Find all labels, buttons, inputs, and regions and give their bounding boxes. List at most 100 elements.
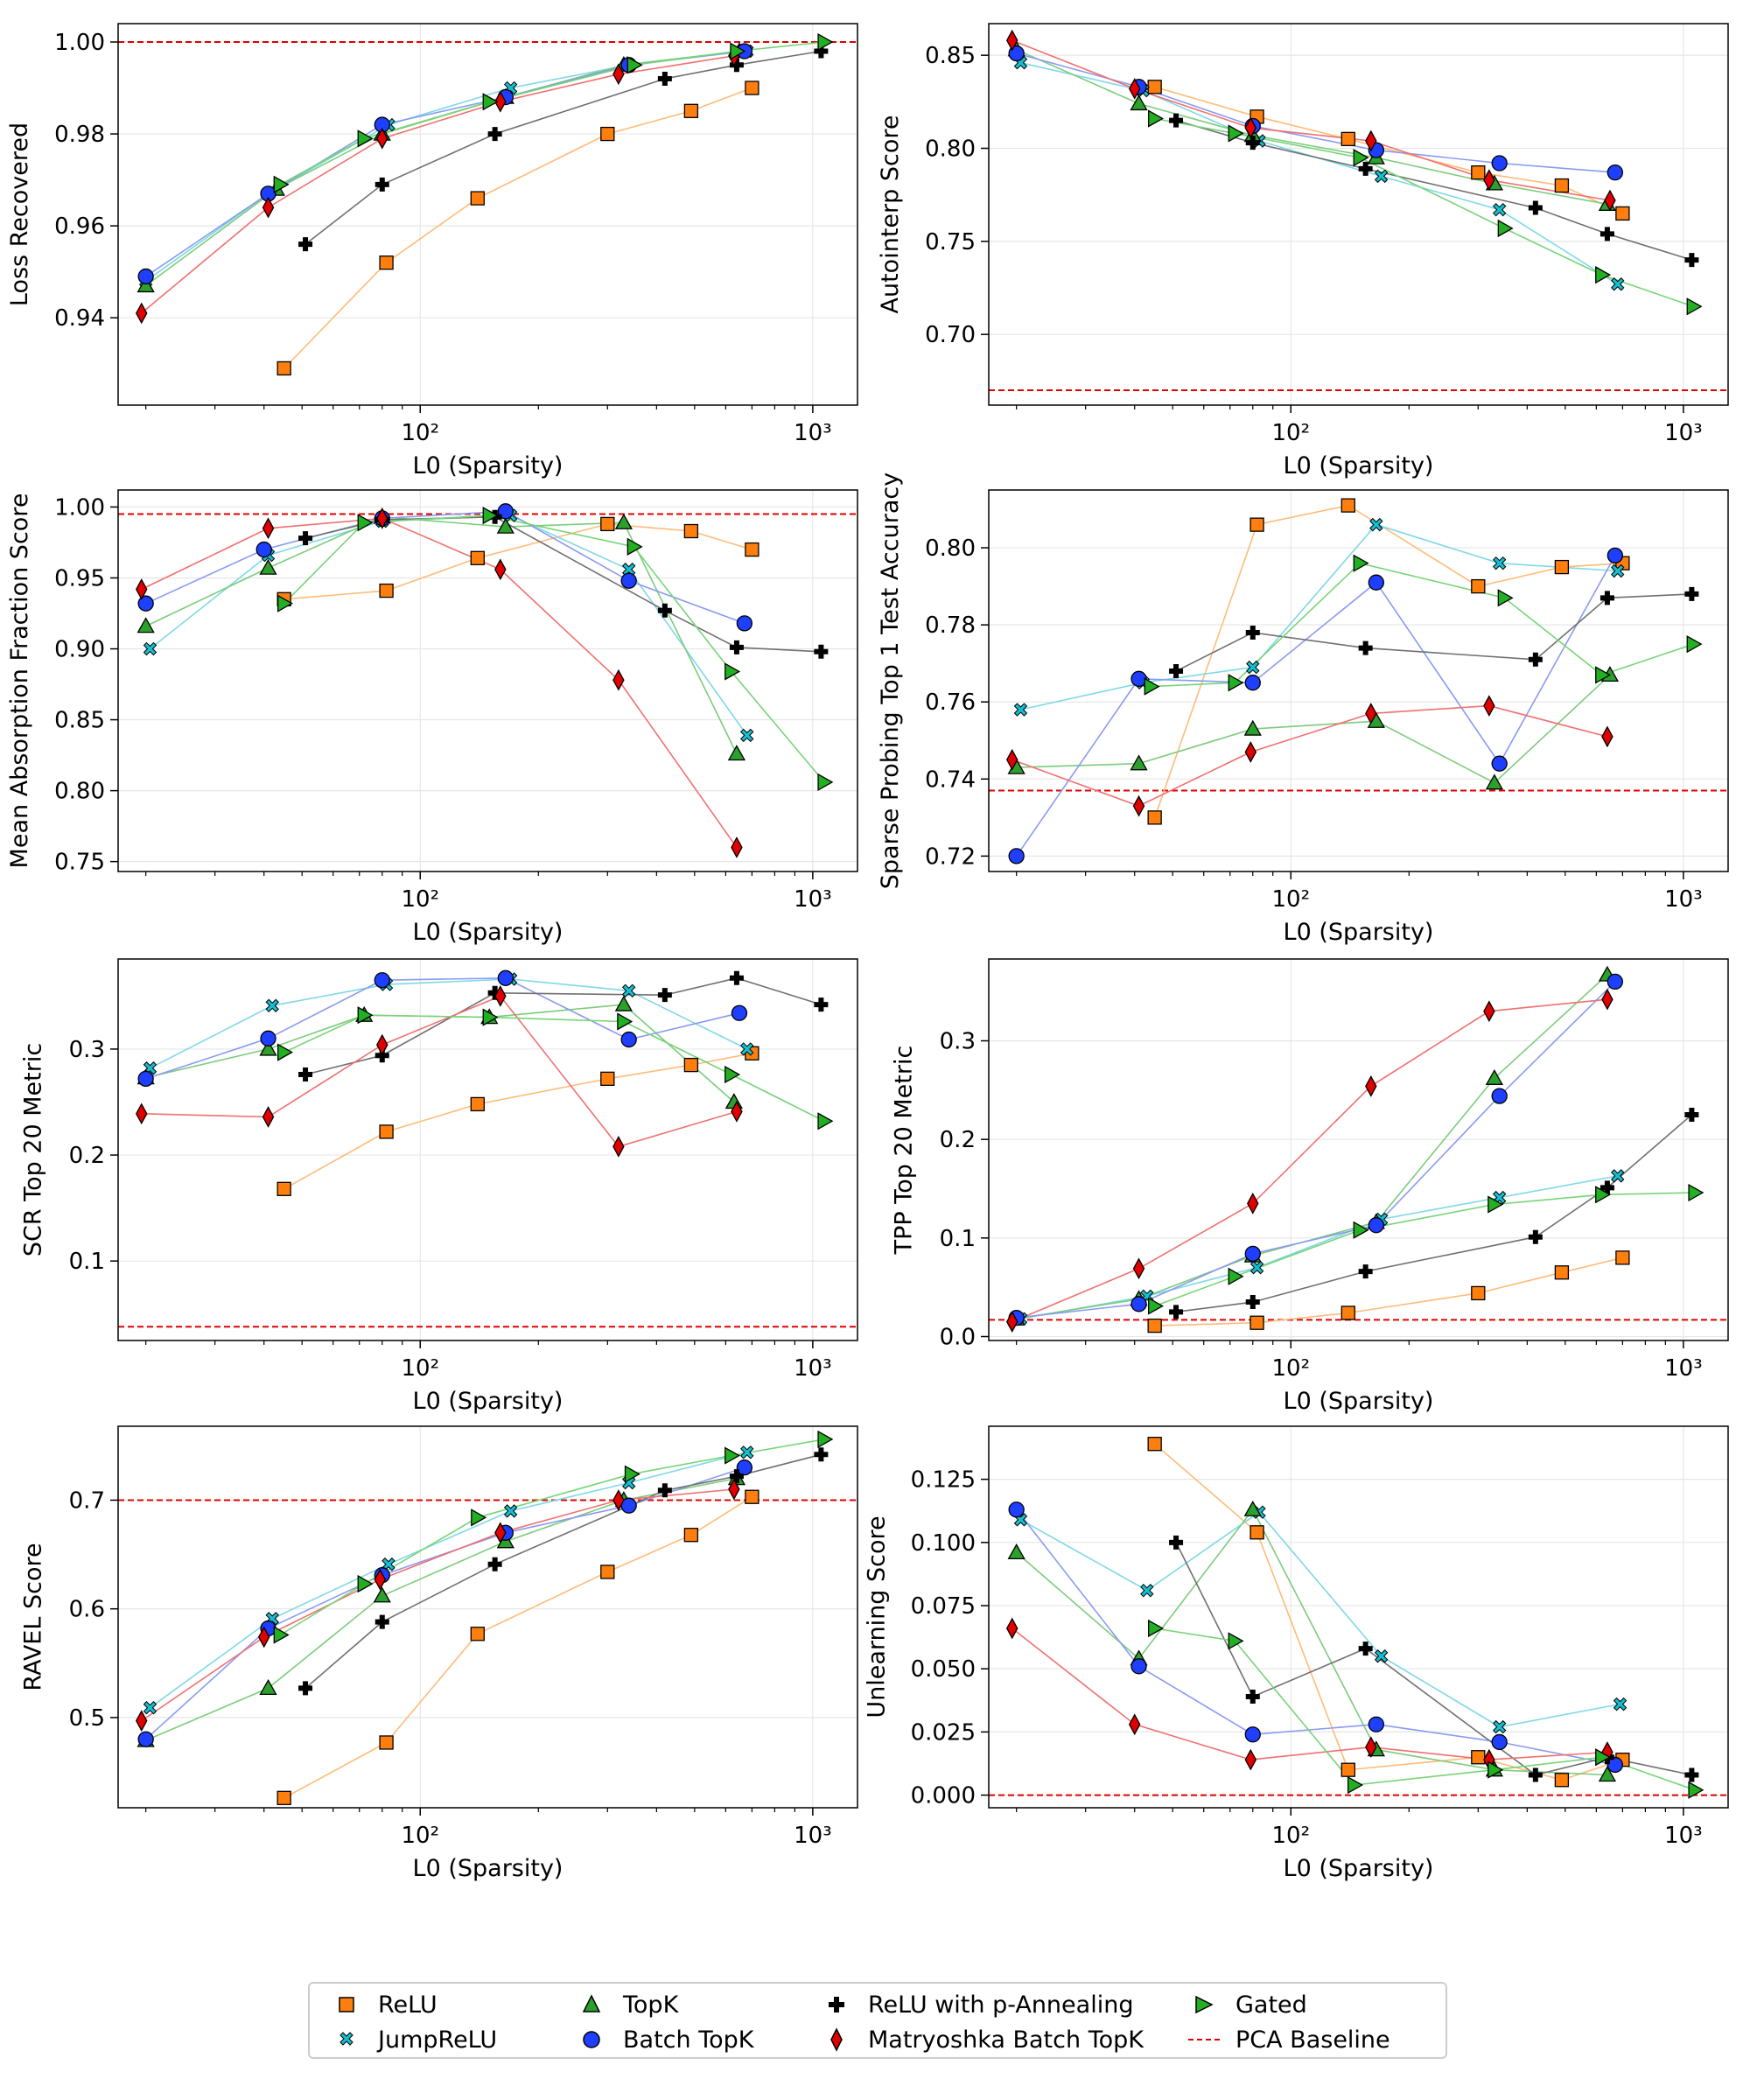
point-relu_p [1169,1535,1184,1550]
point-relu [379,1735,394,1750]
point-batch_topk [137,1731,154,1747]
point-relu_p [1358,640,1373,655]
point-relu [1471,164,1486,180]
point-gated [1497,219,1514,238]
point-jumprelu [1492,556,1507,570]
point-relu_p [729,1469,744,1484]
point-gated [1595,1748,1612,1767]
point-batch_topk [1130,1296,1147,1312]
point-jumprelu [621,984,636,998]
point-relu [600,516,615,532]
point-gated [817,773,834,791]
x-tick-label: 10³ [1664,1823,1703,1849]
x-axis-label: L0 (Sparsity) [1284,919,1434,946]
point-relu [379,583,394,598]
point-relu [470,191,485,206]
point-relu_p [298,237,313,252]
x-axis-label: L0 (Sparsity) [1284,452,1434,480]
series-line-batch_topk [145,50,745,277]
y-tick-label: 1.00 [54,30,105,56]
point-gated [730,42,746,60]
point-topk [1130,94,1148,111]
point-matryoshka [1601,988,1614,1011]
legend-item-batch-topk: Batch TopK [572,2022,753,2057]
y-axis-label: Mean Absorption Fraction Score [6,494,33,869]
point-relu_p [814,998,829,1012]
subplot-1: 10² 10³ L0 (Sparsity) 0.94 0.96 0.98 1.00 Loss … [6,23,858,480]
point-batch_topk [736,615,753,632]
point-relu_p [1600,227,1614,242]
series-line-matryoshka [1012,998,1607,1323]
axes-frame [117,1425,858,1809]
series-line-relu_p [304,1453,822,1690]
point-matryoshka [1132,1257,1145,1280]
series-line-matryoshka [1012,704,1608,807]
point-gated [1228,1267,1244,1285]
subplot-7: 10² 10³ L0 (Sparsity) 0.5 0.6 0.7 RAVEL Score [20,1425,858,1882]
point-relu_p [729,970,744,985]
point-jumprelu [1492,202,1507,217]
point-relu [1147,80,1162,94]
y-axis-label: TPP Top 20 Metric [891,1046,918,1256]
x-tick-label: 10² [401,1823,439,1849]
series-line-batch_topk [1016,981,1616,1319]
point-topk [259,1679,277,1696]
point-matryoshka [135,302,148,325]
point-matryoshka [376,508,388,529]
series-line-matryoshka [141,995,738,1148]
y-tick-label: 0.0 [940,1324,976,1350]
point-relu [600,1071,615,1087]
point-gated [1148,1297,1164,1315]
point-gated [1228,674,1244,692]
point-jumprelu [1250,1260,1264,1275]
point-relu_p [1528,200,1543,215]
y-tick-label: 0.075 [911,1593,976,1620]
point-batch_topk [1606,973,1624,990]
point-matryoshka [1132,794,1145,817]
point-relu_p [1684,586,1699,601]
point-relu_p [729,58,744,73]
x-tick-label: 10³ [794,420,832,446]
point-relu [379,256,394,270]
y-tick-label: 0.1 [69,1249,105,1275]
point-jumprelu [1613,1697,1628,1712]
point-matryoshka [257,1626,270,1648]
point-jumprelu [143,641,158,656]
point-relu [683,103,699,118]
point-topk [373,1586,391,1603]
point-gated [1148,109,1164,128]
point-relu_p [1528,1229,1543,1244]
point-relu [1147,1318,1162,1334]
point-jumprelu [1611,277,1625,291]
point-batch_topk [1491,155,1508,172]
series-line-jumprelu [1020,523,1618,710]
series-line-matryoshka [141,1488,734,1722]
point-batch_topk [137,268,154,285]
axes-frame [988,958,1729,1341]
point-topk [614,513,633,529]
point-topk [496,517,514,534]
point-gated [1353,1221,1369,1239]
point-gated [471,1508,487,1527]
series-line-topk [145,515,738,754]
point-relu [745,1489,760,1504]
y-tick-label: 0.75 [54,850,105,876]
point-batch_topk [731,1004,748,1021]
point-matryoshka [135,1710,148,1732]
point-matryoshka [494,1522,507,1544]
point-matryoshka [1128,78,1141,100]
series-line-relu [1153,504,1623,818]
point-relu_p [298,531,313,546]
point-gated [626,56,643,74]
point-relu_p [1684,1108,1699,1123]
legend-item-pca-baseline: PCA Baseline [1185,2022,1390,2057]
y-tick-label: 0.2 [940,1127,976,1153]
point-gated [1347,1775,1363,1795]
y-tick-label: 0.7 [69,1488,105,1514]
point-relu [1615,206,1630,221]
point-relu [379,1124,394,1139]
series-line-batch_topk [145,510,746,625]
subplot-5: 10² 10³ L0 (Sparsity) 0.1 0.2 0.3 SCR Top 20 M… [20,958,858,1415]
y-tick-label: 0.95 [54,565,105,592]
point-batch_topk [1491,1733,1508,1751]
